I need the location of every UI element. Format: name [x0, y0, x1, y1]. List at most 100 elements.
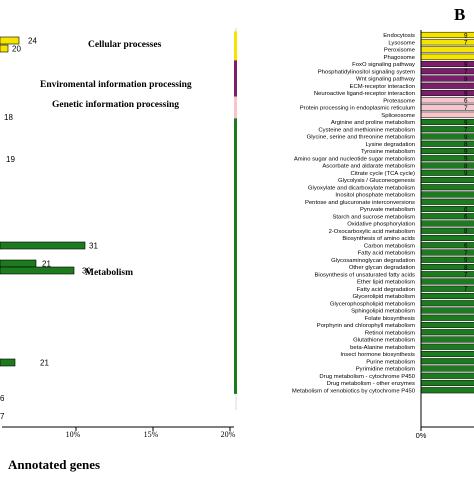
panel-b-bar [420, 191, 474, 198]
panel-a-bar-value: 20 [12, 45, 21, 54]
panel-b-bar [420, 372, 474, 379]
panel-b-category-label: Porphyrin and chlorophyll metabolism [317, 323, 415, 329]
panel-b-bar [420, 53, 474, 60]
panel-b-category-label: Pyrimidine metabolism [356, 367, 415, 373]
panel-b-category-labels: EndocytosisLysosomePeroxisomePhagosomeFo… [292, 33, 416, 394]
panel-a-bar [0, 44, 9, 53]
panel-a-group-label: Enviromental information processing [40, 80, 192, 90]
panel-b-category-label: Insect hormone biosynthesis [340, 352, 415, 358]
panel-b-category-label: Carbon metabolism [364, 243, 415, 249]
group-strip [234, 96, 237, 119]
panel-b-tick-label: 0% [416, 431, 427, 440]
panel-b-bar-value: 9 [464, 61, 468, 68]
panel-b-label: B [454, 5, 465, 24]
panel-b-bar [420, 292, 474, 300]
panel-b-bar-value: 7 [464, 250, 468, 257]
panel-b-category-label: Biosynthesis of unsaturated fatty acids [314, 272, 415, 278]
panel-a-bar-value: 30 [82, 267, 91, 276]
panel-a-bar-value: 19 [6, 155, 15, 164]
panel-b-bar [420, 379, 474, 387]
panel-b-category-label: Lysosome [388, 40, 415, 46]
panel-b-category-label: Glycerophospholipid metabolism [330, 301, 415, 307]
group-color-strips [234, 31, 237, 394]
panel-b-category-label: Peroxisome [384, 48, 416, 54]
panel-b-category-label: Protein processing in endoplasmic reticu… [300, 106, 415, 112]
panel-b-category-label: Wnt signaling pathway [356, 77, 415, 83]
panel-b-category-label: Oxidative phosphorylation [347, 222, 415, 228]
panel-b-category-label: Inositol phosphate metabolism [335, 193, 415, 199]
panel-b-bar [420, 46, 474, 53]
panel-a-bar [0, 36, 20, 45]
panel-b-bar-value: 7 [464, 286, 468, 293]
panel-b-bar-value: 9 [464, 119, 468, 126]
panel-b-category-label: Tyrosine metabolism [361, 149, 415, 155]
panel-a-x-axis-title: Annotated genes [8, 457, 100, 472]
panel-b-bar [420, 278, 474, 285]
panel-a-tick-label: 10% [66, 430, 81, 439]
panel-a-bar [0, 259, 37, 268]
panel-b-category-label: Fatty acid degradation [357, 287, 415, 293]
panel-a-bar-value: 31 [89, 242, 98, 251]
panel-a-bar [0, 266, 75, 275]
panel-b-bar-value: 9 [464, 90, 468, 97]
panel-b-category-label: Fatty acid metabolism [358, 251, 415, 257]
panel-b-bar [420, 111, 474, 118]
panel-a-bars: 24 20 18 19 31 21 30 21 6 7 [0, 36, 98, 421]
panel-b-bar-value: 9 [464, 148, 468, 155]
panel-b-category-label: Biosynthesis of amino acids [342, 236, 415, 242]
panel-b-bar-value: 6 [464, 206, 468, 213]
panel-b-bar-value: 9 [464, 156, 468, 163]
panel-b-bar [420, 329, 474, 336]
panel-b-category-label: Drug metabolism - cytochrome P450 [319, 374, 415, 380]
panel-b-bar [420, 300, 474, 307]
panel-b-category-label: beta-Alanine metabolism [350, 345, 415, 351]
panel-b-bar [420, 321, 474, 329]
panel-b-bar-value: 8 [464, 141, 468, 148]
panel-b-category-label: Pentose and glucuronate interconversions [305, 200, 415, 206]
panel-a-bar [0, 241, 86, 250]
panel-b-bar [420, 350, 474, 358]
panel-a-bar-value: 21 [42, 260, 51, 269]
panel-b-bar-value: 7 [464, 69, 468, 76]
panel-b-bar [420, 336, 474, 343]
panel-b-category-label: Pyruvate metabolism [360, 207, 415, 213]
panel-a-group-label: Genetic information processing [52, 100, 179, 110]
panel-b-bar-value: 9 [464, 170, 468, 177]
panel-b-category-label: Glyoxylate and dicarboxylate metabolism [308, 185, 415, 191]
panel-b-bar-value: 7 [464, 272, 468, 279]
panel-b-bar [420, 314, 474, 321]
panel-b-bar-value: 6 [464, 214, 468, 221]
panel-b-bar-value: 7 [464, 105, 468, 112]
panel-a-bar-value: 21 [40, 359, 49, 368]
panel-b-bar [420, 234, 474, 242]
panel-b-category-label: Glycerolipid metabolism [352, 294, 415, 300]
panel-a-tick-label: 15% [144, 430, 159, 439]
panel-b-bar [420, 198, 474, 205]
panel-b-bar-value: 7 [464, 127, 468, 134]
panel-b-category-label: Sphingolipid metabolism [351, 309, 415, 315]
panel-b-category-label: Endocytosis [383, 33, 415, 39]
panel-b-bar-value: 8 [464, 163, 468, 170]
panel-b-category-label: Starch and sucrose metabolism [332, 214, 415, 220]
panel-b-category-label: Cysteine and methionine metabolism [318, 127, 415, 133]
panel-b-category-label: Glycolysis / Gluconeogenesis [338, 178, 415, 184]
panel-b-bar [420, 220, 474, 227]
panel-a-bar-value: 7 [0, 412, 5, 421]
panel-a-bar-value: 6 [0, 394, 5, 403]
panel-b-category-label: Other glycan degradation [349, 265, 415, 271]
panel-b-bar-value: 6 [464, 98, 468, 105]
panel-b-category-label: Ascorbate and aldarate metabolism [322, 164, 415, 170]
panel-b-bar [420, 184, 474, 191]
group-strip [234, 60, 237, 97]
panel-b-category-label: Retinol metabolism [365, 330, 415, 336]
panel-b-category-label: Ether lipid metabolism [357, 280, 415, 286]
panel-b-bar [420, 343, 474, 350]
panel-b-bar [420, 82, 474, 89]
panel-b-category-label: Lysine degradation [365, 142, 415, 148]
panel-b-category-label: Neuroactive ligand-receptor interaction [314, 91, 415, 97]
panel-b-bar [420, 176, 474, 184]
panel-b-category-label: Spliceosome [381, 113, 415, 119]
